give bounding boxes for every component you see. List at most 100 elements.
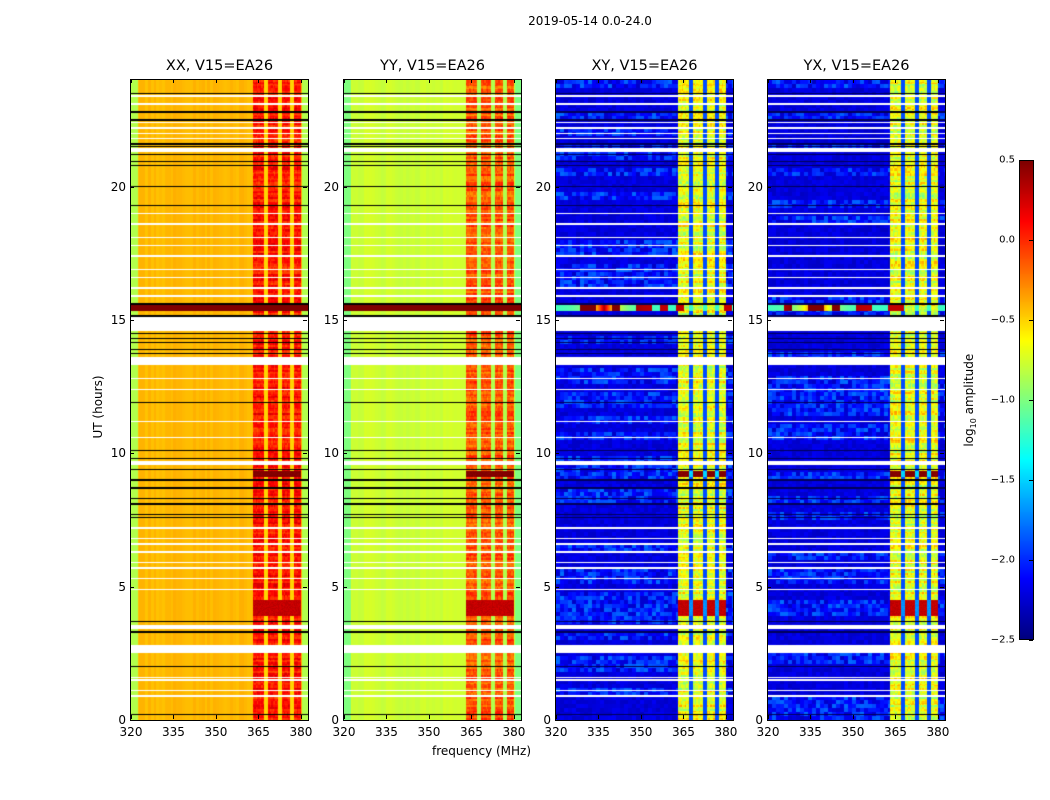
- y-tick-label: 5: [118, 579, 126, 594]
- heatmap-yy: [344, 80, 521, 720]
- colorbar-tick-mark: [1029, 480, 1033, 481]
- y-tick-label: 15: [535, 313, 551, 327]
- y-tick-label: 15: [323, 313, 339, 327]
- y-tick-label: 20: [747, 179, 763, 194]
- y-tick-mark: [303, 586, 307, 588]
- y-tick-mark: [940, 186, 944, 188]
- x-tick-label: 350: [204, 725, 228, 739]
- y-tick-mark: [343, 186, 347, 188]
- x-tick-mark: [428, 715, 430, 719]
- x-tick-mark: [173, 79, 175, 83]
- x-tick-label: 320: [544, 725, 568, 739]
- x-tick-mark: [513, 715, 515, 719]
- x-tick-mark: [895, 79, 897, 83]
- x-tick-label: 320: [332, 725, 356, 739]
- y-tick-label: 10: [747, 446, 763, 461]
- y-tick-label: 0: [755, 713, 763, 727]
- y-tick-label: 10: [110, 446, 126, 461]
- x-tick-mark: [215, 79, 217, 83]
- x-tick-mark: [937, 715, 939, 719]
- panel-yy: YY, V15=EA26 320 335 350 365 380 0 5 10 15 20: [324, 58, 526, 739]
- x-tick-mark: [131, 79, 132, 83]
- x-tick-mark: [852, 79, 854, 83]
- x-tick-label: 380: [714, 725, 738, 739]
- x-tick-label: 365: [883, 725, 907, 739]
- x-tick-mark: [683, 79, 685, 83]
- y-tick-mark: [555, 453, 559, 455]
- x-tick-mark: [215, 715, 217, 719]
- y-tick-mark: [555, 720, 559, 721]
- x-tick-mark: [344, 79, 345, 83]
- y-tick-label: 15: [110, 313, 126, 327]
- y-tick-label: 5: [755, 579, 763, 594]
- y-tick-mark: [940, 720, 944, 721]
- y-tick-label: 15: [747, 313, 763, 327]
- x-tick-mark: [937, 79, 939, 83]
- panel-title: XY, V15=EA26: [591, 58, 698, 74]
- y-tick-label: 0: [543, 713, 551, 727]
- colorbar-tick-label: −1.0: [990, 394, 1015, 406]
- x-tick-mark: [386, 715, 388, 719]
- x-tick-mark: [640, 79, 642, 83]
- colorbar-label: log10 amplitude: [961, 353, 979, 447]
- x-tick-mark: [428, 79, 430, 83]
- y-tick-mark: [343, 320, 347, 321]
- y-tick-mark: [303, 186, 307, 188]
- y-tick-mark: [555, 586, 559, 588]
- x-tick-mark: [725, 715, 727, 719]
- x-tick-label: 380: [289, 725, 313, 739]
- y-tick-mark: [516, 720, 520, 721]
- y-tick-label: 0: [118, 713, 126, 727]
- x-tick-mark: [852, 715, 854, 719]
- x-tick-mark: [895, 715, 897, 719]
- y-tick-mark: [516, 586, 520, 588]
- x-tick-mark: [258, 715, 260, 719]
- x-tick-label: 350: [629, 725, 653, 739]
- panel-title: XX, V15=EA26: [165, 58, 274, 74]
- x-tick-label: 335: [587, 725, 610, 739]
- x-tick-label: 365: [671, 725, 695, 739]
- y-tick-mark: [303, 720, 307, 721]
- x-tick-mark: [556, 79, 557, 83]
- x-tick-mark: [300, 715, 302, 719]
- x-tick-mark: [810, 79, 812, 83]
- colorbar: [1019, 160, 1034, 640]
- y-tick-label: 0: [331, 713, 339, 727]
- x-tick-mark: [640, 715, 642, 719]
- x-tick-mark: [258, 79, 260, 83]
- x-tick-mark: [386, 79, 388, 83]
- x-tick-label: 365: [459, 725, 483, 739]
- x-tick-label: 365: [246, 725, 270, 739]
- y-tick-mark: [940, 586, 944, 588]
- y-tick-mark: [343, 720, 347, 721]
- x-tick-label: 380: [502, 725, 526, 739]
- colorbar-tick-mark: [1029, 320, 1033, 321]
- x-tick-label: 320: [119, 725, 143, 739]
- panel-yx: YX, V15=EA26 320 335 350 365 380 0 5 10 15 20: [748, 58, 950, 739]
- y-tick-mark: [728, 320, 732, 321]
- x-tick-label: 335: [162, 725, 185, 739]
- y-tick-mark: [130, 453, 134, 455]
- colorbar-tick-label: −2.5: [990, 634, 1015, 646]
- colorbar-gradient: [1020, 161, 1033, 639]
- y-tick-mark: [767, 320, 771, 321]
- y-tick-mark: [555, 320, 559, 321]
- y-tick-mark: [767, 720, 771, 721]
- panel-xy: XY, V15=EA26 320 335 350 365 380 0 5 10 15 20: [536, 58, 738, 739]
- x-tick-mark: [173, 715, 175, 719]
- x-tick-mark: [598, 79, 600, 83]
- y-tick-label: 20: [535, 179, 551, 194]
- colorbar-tick-label: 0.5: [999, 154, 1015, 166]
- y-tick-label: 5: [543, 579, 551, 594]
- y-tick-mark: [343, 453, 347, 455]
- y-tick-mark: [728, 586, 732, 588]
- y-tick-mark: [555, 186, 559, 188]
- x-tick-label: 350: [417, 725, 441, 739]
- x-tick-mark: [471, 79, 473, 83]
- y-tick-mark: [130, 586, 134, 588]
- colorbar-tick-mark: [1029, 160, 1033, 161]
- x-tick-mark: [598, 715, 600, 719]
- y-tick-mark: [516, 320, 520, 321]
- y-tick-mark: [728, 720, 732, 721]
- y-tick-mark: [728, 186, 732, 188]
